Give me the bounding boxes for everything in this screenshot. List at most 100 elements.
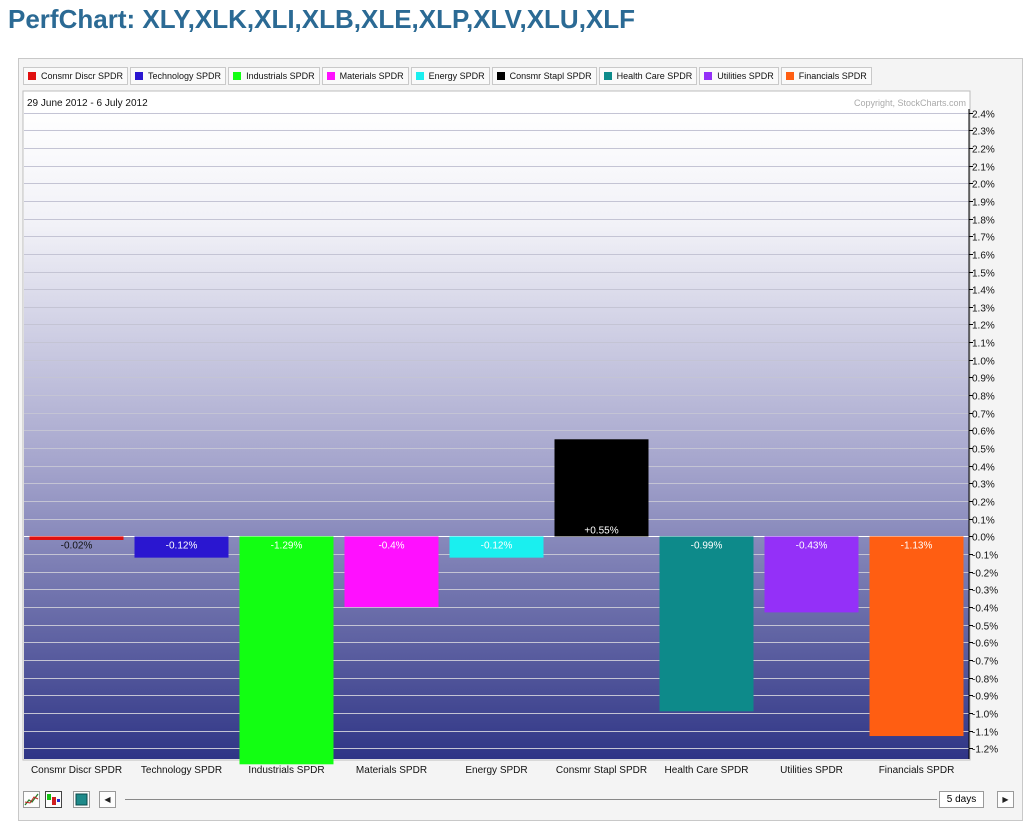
legend-label: Consmr Stapl SPDR: [509, 71, 592, 81]
y-tick-label: -0.3%: [972, 586, 998, 597]
legend-item[interactable]: Materials SPDR: [321, 67, 409, 85]
y-tick-label: 1.1%: [972, 339, 995, 350]
legend-item[interactable]: Consmr Stapl SPDR: [491, 67, 597, 85]
legend-label: Materials SPDR: [339, 71, 404, 81]
scroll-right-button[interactable]: ▶: [997, 791, 1014, 808]
chart-panel: 2.4% 2.3% 2.2% 2.1% 2.0% 1.9% 1.8% 1.7% 1.6% 1.5%…: [18, 58, 1023, 821]
legend-swatch: [326, 72, 335, 80]
arrow-left-icon: ◀: [104, 795, 111, 804]
y-tick-label: -0.5%: [972, 622, 998, 633]
y-tick-label: 1.5%: [972, 269, 995, 280]
bar[interactable]: [29, 536, 124, 540]
legend-label: Financials SPDR: [798, 71, 867, 81]
legend-item[interactable]: Energy SPDR: [410, 67, 490, 85]
y-tick-label: 2.3%: [972, 127, 995, 138]
legend-item[interactable]: Industrials SPDR: [228, 67, 320, 85]
bar[interactable]: [239, 536, 334, 765]
bar[interactable]: [764, 536, 859, 613]
legend-label: Technology SPDR: [148, 71, 222, 81]
y-tick-label: -0.1%: [972, 551, 998, 562]
y-tick-label: 0.1%: [972, 516, 995, 527]
legend: Consmr Discr SPDR Technology SPDR Industri…: [23, 67, 872, 85]
bar[interactable]: [344, 536, 439, 608]
legend-item[interactable]: Utilities SPDR: [699, 67, 779, 85]
chart-controls: ◀ 5 days ▶: [23, 791, 1018, 811]
bar-value-label: -0.43%: [796, 540, 828, 551]
legend-swatch: [135, 72, 144, 80]
perf-chart: 2.4% 2.3% 2.2% 2.1% 2.0% 1.9% 1.8% 1.7% 1.6% 1.5%…: [22, 90, 998, 776]
legend-item[interactable]: Health Care SPDR: [598, 67, 698, 85]
bar[interactable]: [869, 536, 964, 737]
page-title: PerfChart: XLY,XLK,XLI,XLB,XLE,XLP,XLV,X…: [8, 4, 636, 34]
y-tick-label: -0.8%: [972, 675, 998, 686]
y-tick-label: 0.9%: [972, 374, 995, 385]
legend-label: Health Care SPDR: [616, 71, 693, 81]
period-select[interactable]: 5 days: [939, 791, 984, 808]
y-tick-label: 0.7%: [972, 410, 995, 421]
y-tick-label: 1.3%: [972, 304, 995, 315]
legend-label: Consmr Discr SPDR: [41, 71, 124, 81]
legend-swatch: [603, 72, 612, 80]
y-tick-label: 1.4%: [972, 286, 995, 297]
y-tick-label: 2.1%: [972, 163, 995, 174]
arrow-right-icon: ▶: [1002, 795, 1009, 804]
y-tick-label: 1.2%: [972, 321, 995, 332]
legend-label: Utilities SPDR: [717, 71, 774, 81]
y-tick-label: 2.2%: [972, 145, 995, 156]
y-tick-label: 2.4%: [972, 110, 995, 121]
date-range: 29 June 2012 - 6 July 2012: [27, 98, 148, 109]
plot-area: [24, 109, 969, 759]
bar-value-label: +0.55%: [584, 525, 618, 536]
y-tick-label: 1.7%: [972, 233, 995, 244]
y-tick-label: 1.6%: [972, 251, 995, 262]
y-tick-label: 1.0%: [972, 357, 995, 368]
y-tick-label: 0.0%: [972, 533, 995, 544]
legend-swatch: [415, 72, 424, 80]
y-tick-label: -0.2%: [972, 569, 998, 580]
bar-value-label: -0.12%: [481, 540, 513, 551]
legend-swatch: [233, 72, 242, 80]
histogram-button[interactable]: [73, 791, 90, 808]
bar[interactable]: [449, 536, 544, 558]
category-label: Consmr Discr SPDR: [31, 765, 122, 776]
bar[interactable]: [134, 536, 229, 558]
legend-label: Industrials SPDR: [246, 71, 315, 81]
legend-swatch: [28, 72, 36, 80]
y-tick-label: 2.0%: [972, 180, 995, 191]
line-chart-button[interactable]: [23, 791, 40, 808]
category-label: Industrials SPDR: [248, 765, 324, 776]
bar-value-label: -1.29%: [271, 540, 303, 551]
y-tick-label: 1.8%: [972, 216, 995, 227]
period-slider[interactable]: [125, 799, 937, 800]
y-tick-label: -0.9%: [972, 692, 998, 703]
legend-item[interactable]: Technology SPDR: [130, 67, 227, 85]
category-label: Energy SPDR: [465, 765, 527, 776]
category-label: Consmr Stapl SPDR: [556, 765, 647, 776]
y-tick-label: 0.5%: [972, 445, 995, 456]
y-tick-label: -0.7%: [972, 657, 998, 668]
legend-swatch: [704, 72, 713, 80]
category-label: Financials SPDR: [879, 765, 955, 776]
bar-value-label: -1.13%: [901, 540, 933, 551]
category-label: Utilities SPDR: [780, 765, 843, 776]
y-tick-label: -1.2%: [972, 745, 998, 756]
legend-label: Energy SPDR: [428, 71, 485, 81]
legend-swatch: [785, 72, 794, 80]
histogram-icon: [75, 793, 88, 806]
category-label: Materials SPDR: [356, 765, 427, 776]
y-tick-label: -0.4%: [972, 604, 998, 615]
bar-chart-icon: [47, 794, 60, 805]
legend-item[interactable]: Financials SPDR: [780, 67, 872, 85]
y-tick-label: 0.8%: [972, 392, 995, 403]
bar[interactable]: [659, 536, 754, 712]
y-tick-label: 0.3%: [972, 480, 995, 491]
y-tick-label: -0.6%: [972, 639, 998, 650]
bar[interactable]: [554, 439, 649, 537]
bar-chart-button[interactable]: [45, 791, 62, 808]
legend-item[interactable]: Consmr Discr SPDR: [23, 67, 129, 85]
copyright: Copyright, StockCharts.com: [854, 98, 966, 108]
y-tick-label: 0.2%: [972, 498, 995, 509]
scroll-left-button[interactable]: ◀: [99, 791, 116, 808]
y-tick-label: 0.4%: [972, 463, 995, 474]
bar-value-label: -0.4%: [378, 540, 404, 551]
